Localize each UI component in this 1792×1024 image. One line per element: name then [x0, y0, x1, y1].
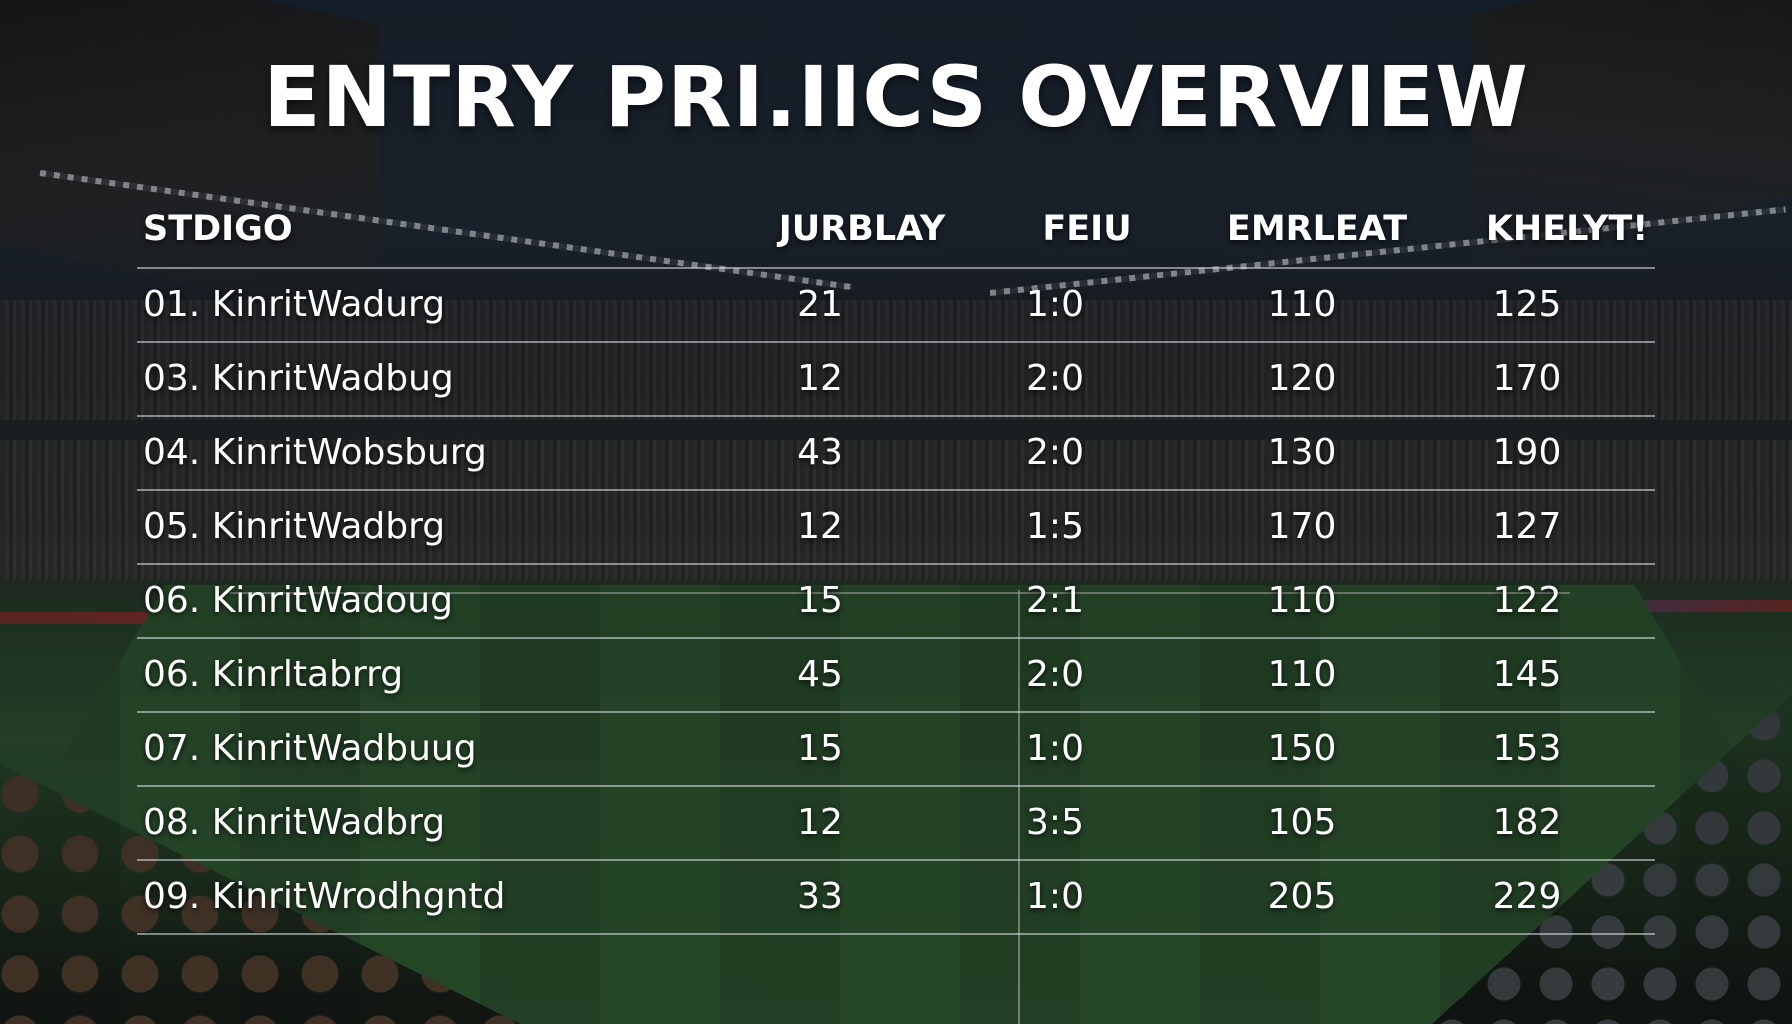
- row-value: 33: [797, 876, 843, 917]
- row-value: 125: [1492, 284, 1562, 325]
- row-name: 06. KinritWadoug: [143, 580, 453, 621]
- entry-prices-table: STDIGO JURBLAY FEIU EMRLEAT KHELYT! 01. …: [137, 195, 1655, 935]
- row-value: 15: [797, 580, 843, 621]
- row-value: 190: [1492, 432, 1562, 473]
- row-value: 110: [1267, 654, 1337, 695]
- row-value: 2:0: [1026, 654, 1084, 695]
- row-value: 45: [797, 654, 843, 695]
- row-value: 1:0: [1026, 284, 1084, 325]
- table-header: STDIGO JURBLAY FEIU EMRLEAT KHELYT!: [137, 195, 1655, 269]
- table-row: 07. KinritWadbuug 15 1:0 150 153: [137, 713, 1655, 787]
- row-value: 170: [1492, 358, 1562, 399]
- table-row: 06. Kinrltabrrg 45 2:0 110 145: [137, 639, 1655, 713]
- column-header: JURBLAY: [778, 209, 946, 249]
- column-header: KHELYT!: [1485, 209, 1649, 249]
- row-value: 153: [1492, 728, 1562, 769]
- row-value: 130: [1267, 432, 1337, 473]
- pitch-halfway-line: [1018, 590, 1020, 1024]
- row-value: 122: [1492, 580, 1562, 621]
- page-title: ENTRY PRI.IICS OVERVIEW: [263, 48, 1529, 146]
- column-header: STDIGO: [143, 209, 293, 249]
- row-name: 09. KinritWrodhgntd: [143, 876, 506, 917]
- row-name: 01. KinritWadurg: [143, 284, 446, 325]
- row-value: 105: [1267, 802, 1337, 843]
- row-value: 205: [1267, 876, 1337, 917]
- row-value: 1:0: [1026, 876, 1084, 917]
- row-value: 150: [1267, 728, 1337, 769]
- row-value: 43: [797, 432, 843, 473]
- column-header: EMRLEAT: [1226, 209, 1408, 249]
- row-value: 110: [1267, 284, 1337, 325]
- table-row: 03. KinritWadbug 12 2:0 120 170: [137, 343, 1655, 417]
- row-value: 170: [1267, 506, 1337, 547]
- row-value: 1:5: [1026, 506, 1084, 547]
- row-value: 21: [797, 284, 843, 325]
- row-name: 03. KinritWadbug: [143, 358, 454, 399]
- stand-lower: [0, 440, 1792, 580]
- row-value: 15: [797, 728, 843, 769]
- table-row: 09. KinritWrodhgntd 33 1:0 205 229: [137, 861, 1655, 935]
- row-name: 04. KinritWobsburg: [143, 432, 487, 473]
- row-name: 06. Kinrltabrrg: [143, 654, 404, 695]
- row-value: 229: [1492, 876, 1562, 917]
- pitch-touchline: [230, 592, 1570, 594]
- row-value: 182: [1492, 802, 1562, 843]
- row-name: 05. KinritWadbrg: [143, 506, 446, 547]
- row-value: 110: [1267, 580, 1337, 621]
- row-name: 08. KinritWadbrg: [143, 802, 446, 843]
- table-row: 04. KinritWobsburg 43 2:0 130 190: [137, 417, 1655, 491]
- column-header: FEIU: [1042, 209, 1132, 249]
- row-value: 2:0: [1026, 432, 1084, 473]
- row-value: 12: [797, 506, 843, 547]
- row-value: 2:1: [1026, 580, 1084, 621]
- row-value: 3:5: [1026, 802, 1084, 843]
- row-value: 2:0: [1026, 358, 1084, 399]
- table-row: 08. KinritWadbrg 12 3:5 105 182: [137, 787, 1655, 861]
- row-value: 145: [1492, 654, 1562, 695]
- row-value: 12: [797, 802, 843, 843]
- row-value: 127: [1492, 506, 1562, 547]
- table-row: 05. KinritWadbrg 12 1:5 170 127: [137, 491, 1655, 565]
- row-name: 07. KinritWadbuug: [143, 728, 477, 769]
- table-row: 01. KinritWadurg 21 1:0 110 125: [137, 269, 1655, 343]
- table-row: 06. KinritWadoug 15 2:1 110 122: [137, 565, 1655, 639]
- stand-upper: [0, 300, 1792, 420]
- row-value: 12: [797, 358, 843, 399]
- row-value: 1:0: [1026, 728, 1084, 769]
- row-value: 120: [1267, 358, 1337, 399]
